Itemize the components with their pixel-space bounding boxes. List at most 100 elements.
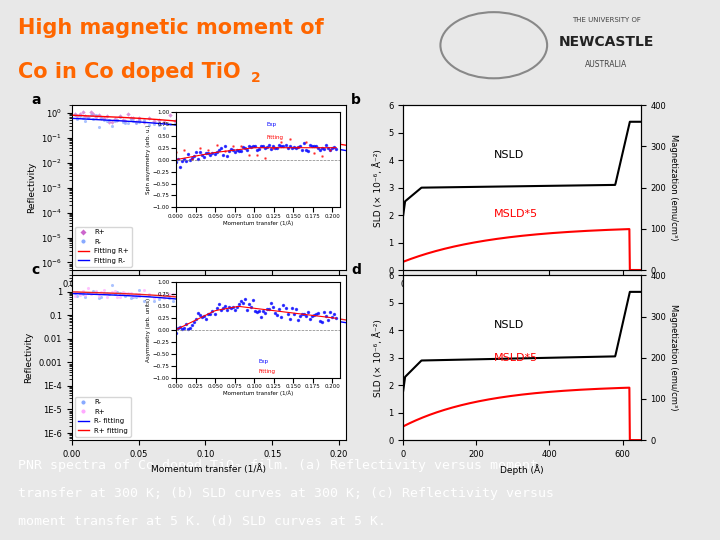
Point: [251, 126, 263, 134]
Text: AUSTRALIA: AUSTRALIA: [585, 59, 627, 69]
Point: [158, 294, 169, 303]
X-axis label: Depth (Å): Depth (Å): [500, 464, 544, 475]
Point: [328, 144, 340, 153]
Point: [333, 146, 345, 155]
Point: [96, 113, 107, 122]
Point: [117, 288, 128, 296]
Point: [109, 117, 120, 125]
Point: [88, 287, 99, 296]
Point: [104, 288, 115, 297]
Point: [307, 133, 319, 142]
Point: [322, 314, 333, 323]
Point: [148, 120, 160, 129]
Point: [210, 119, 222, 128]
Point: [312, 309, 323, 318]
Text: NSLD: NSLD: [493, 150, 523, 160]
Point: [109, 289, 120, 298]
Point: [312, 138, 324, 146]
Point: [272, 305, 284, 313]
Point: [120, 119, 131, 127]
Point: [262, 308, 274, 316]
X-axis label: Momentum transfer (1/Å): Momentum transfer (1/Å): [151, 294, 266, 304]
Point: [207, 297, 219, 306]
Point: [228, 299, 239, 308]
Point: [93, 111, 104, 119]
Point: [82, 289, 94, 298]
Point: [247, 302, 258, 311]
Point: [174, 120, 186, 129]
Point: [85, 288, 96, 297]
Point: [69, 111, 81, 119]
Point: [133, 116, 145, 125]
Point: [80, 112, 91, 121]
Point: [197, 296, 209, 305]
Text: PNR spectra of Co doped TiO₂ film. (a) Reflectivity versus moment: PNR spectra of Co doped TiO₂ film. (a) R…: [18, 458, 538, 471]
Point: [267, 308, 279, 316]
Point: [117, 289, 128, 298]
Legend: R+, R-, Fitting R+, Fitting R-: R+, R-, Fitting R+, Fitting R-: [76, 227, 132, 267]
Point: [222, 302, 234, 311]
Point: [104, 118, 115, 126]
Point: [153, 289, 164, 298]
Point: [297, 309, 308, 318]
Point: [77, 113, 89, 122]
Point: [307, 139, 319, 148]
Point: [117, 116, 128, 124]
Point: [212, 299, 224, 308]
Point: [169, 117, 181, 125]
Point: [312, 136, 324, 144]
Point: [163, 290, 174, 299]
Point: [143, 113, 155, 122]
Point: [174, 121, 186, 130]
Point: [261, 127, 273, 136]
X-axis label: Momentum transfer (1/Å): Momentum transfer (1/Å): [151, 464, 266, 474]
Point: [252, 308, 264, 316]
Point: [69, 288, 81, 297]
Point: [127, 113, 139, 122]
Point: [282, 305, 293, 314]
X-axis label: Depth (Å): Depth (Å): [500, 294, 544, 305]
Point: [133, 114, 145, 123]
Point: [130, 289, 142, 298]
Point: [277, 307, 289, 315]
Point: [71, 287, 83, 296]
Point: [202, 298, 214, 307]
Point: [230, 129, 242, 137]
Point: [256, 133, 268, 141]
Point: [235, 134, 247, 143]
Point: [323, 145, 334, 153]
Point: [90, 286, 102, 295]
Point: [88, 110, 99, 118]
Point: [117, 118, 128, 127]
Point: [80, 117, 91, 125]
Point: [130, 293, 142, 302]
Y-axis label: Reflectivity: Reflectivity: [24, 332, 33, 383]
Point: [133, 292, 145, 300]
Point: [222, 298, 234, 306]
Point: [127, 117, 139, 125]
Point: [257, 307, 269, 315]
Point: [138, 116, 150, 124]
Point: [163, 294, 174, 302]
Point: [179, 116, 191, 124]
Point: [187, 296, 199, 305]
Point: [158, 117, 170, 126]
Point: [228, 299, 239, 307]
Point: [120, 292, 131, 301]
Point: [98, 285, 109, 294]
Point: [271, 132, 283, 140]
Text: a: a: [31, 93, 40, 107]
Text: moment transfer at 5 K. (d) SLD curves at 5 K.: moment transfer at 5 K. (d) SLD curves a…: [18, 515, 386, 528]
Point: [287, 130, 299, 139]
Point: [318, 138, 329, 146]
Point: [326, 314, 338, 323]
Point: [204, 120, 216, 129]
Point: [173, 295, 184, 303]
Point: [271, 138, 283, 147]
Y-axis label: Reflectivity: Reflectivity: [27, 162, 36, 213]
Point: [158, 124, 170, 132]
Point: [120, 117, 131, 126]
Text: Co in Co doped TiO: Co in Co doped TiO: [18, 62, 240, 82]
Point: [122, 289, 134, 298]
Point: [184, 122, 196, 130]
